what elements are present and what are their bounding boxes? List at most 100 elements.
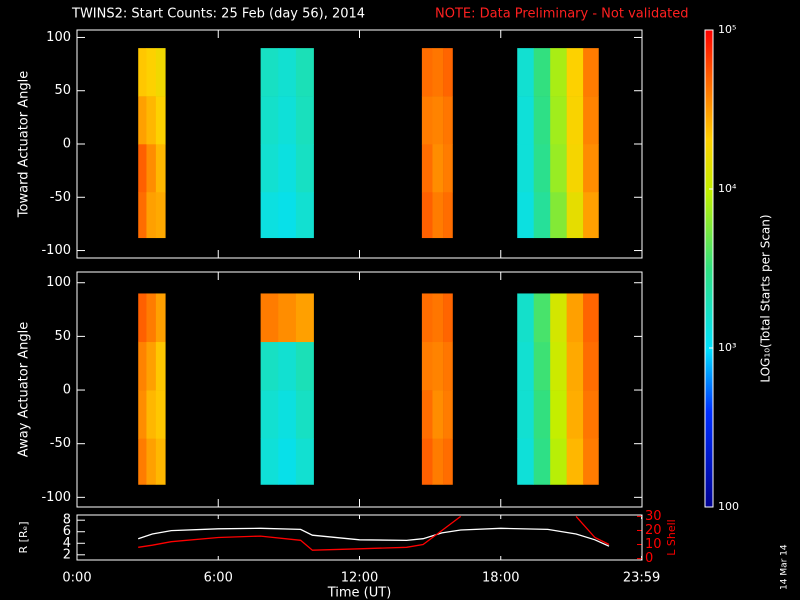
heat-cell	[550, 191, 567, 239]
y2-tick-label: 20	[645, 523, 662, 538]
colorbar	[704, 29, 714, 508]
y-axis-label: R [Rₑ]	[17, 522, 30, 554]
x-axis-label: Time (UT)	[327, 586, 392, 600]
heat-cell	[155, 144, 166, 193]
heat-cell	[432, 144, 444, 193]
colorbar-label: LOG₁₀(Total Starts per Scan)	[759, 214, 773, 382]
heat-cell	[260, 96, 279, 145]
heat-cell	[566, 341, 584, 391]
heat-cell	[517, 144, 535, 193]
heat-cell	[583, 48, 599, 97]
heat-cell	[260, 48, 279, 97]
heat-cell	[566, 96, 584, 145]
heat-cell	[421, 341, 433, 391]
heat-cell	[146, 48, 157, 97]
heat-cell	[432, 48, 444, 97]
heat-cell	[155, 293, 166, 343]
heat-cell	[583, 341, 599, 391]
x-tick-label: 18:00	[482, 571, 519, 586]
colorbar-tick-label: 10⁵	[718, 23, 736, 36]
heat-cell	[421, 48, 433, 97]
heat-cell	[295, 191, 314, 239]
heat-cell	[533, 191, 551, 239]
heat-cell	[155, 191, 166, 239]
heat-cell	[146, 144, 157, 193]
heat-cell	[260, 390, 279, 439]
y-tick-label: 8	[63, 513, 71, 528]
heat-cell	[517, 191, 535, 239]
heat-cell	[278, 438, 297, 485]
heat-cell	[517, 341, 535, 391]
heat-cell	[138, 96, 147, 145]
heat-cell	[432, 390, 444, 439]
y-tick-label: 50	[54, 83, 71, 98]
y-tick-label: -100	[41, 243, 71, 258]
heat-cell	[550, 96, 567, 145]
date-stamp: 14 Mar 14	[780, 544, 790, 590]
heat-cell	[421, 293, 433, 343]
note: NOTE: Data Preliminary - Not validated	[435, 7, 689, 22]
heat-cell	[550, 390, 567, 439]
heat-cell	[138, 48, 147, 97]
heat-cell	[550, 293, 567, 343]
y-tick-label: -50	[50, 436, 71, 451]
heat-cell	[443, 96, 453, 145]
line-1	[138, 515, 610, 551]
heat-cell	[517, 390, 535, 439]
heat-cell	[155, 390, 166, 439]
heat-cell	[533, 438, 551, 485]
heat-cell	[566, 144, 584, 193]
heat-cell	[432, 191, 444, 239]
heat-cell	[432, 96, 444, 145]
y-tick-label: -100	[41, 490, 71, 505]
colorbar-tick-label: 10³	[718, 341, 736, 354]
heat-cell	[421, 96, 433, 145]
chart-title: TWINS2: Start Counts: 25 Feb (day 56), 2…	[71, 7, 365, 22]
heat-cell	[443, 390, 453, 439]
colorbar-tick-label: 10⁴	[718, 182, 737, 195]
heat-cell	[138, 293, 147, 343]
y2-tick-label: 10	[645, 537, 662, 552]
heat-cell	[295, 438, 314, 485]
heat-cell	[583, 293, 599, 343]
heat-cell	[583, 96, 599, 145]
heat-cell	[533, 293, 551, 343]
heat-cell	[583, 191, 599, 239]
heat-cell	[432, 341, 444, 391]
heat-cell	[138, 341, 147, 391]
heat-cell	[295, 293, 314, 343]
plot-frame	[76, 29, 643, 259]
heat-cell	[146, 438, 157, 485]
y-axis-label: Toward Actuator Angle	[17, 71, 32, 218]
heat-cell	[421, 144, 433, 193]
heat-cell	[146, 390, 157, 439]
x-tick-label: 23:59	[623, 571, 660, 586]
heat-cell	[146, 96, 157, 145]
x-tick-label: 0:00	[62, 571, 91, 586]
heat-cell	[155, 96, 166, 145]
heat-cell	[517, 96, 535, 145]
heat-cell	[550, 438, 567, 485]
heat-cell	[278, 390, 297, 439]
heat-cell	[533, 390, 551, 439]
heat-cell	[295, 96, 314, 145]
heat-cell	[146, 191, 157, 239]
heat-cell	[278, 144, 297, 193]
heat-cell	[138, 390, 147, 439]
heat-cell	[278, 293, 297, 343]
heat-cell	[278, 96, 297, 145]
heat-cell	[443, 191, 453, 239]
heat-cell	[517, 48, 535, 97]
heat-cell	[146, 293, 157, 343]
line-0	[137, 527, 610, 547]
y-tick-label: 6	[63, 524, 71, 539]
heat-cell	[583, 390, 599, 439]
heat-cell	[260, 293, 279, 343]
heat-cell	[550, 48, 567, 97]
heat-cell	[432, 438, 444, 485]
heat-cell	[443, 48, 453, 97]
y2-tick-label: 30	[645, 509, 662, 524]
heat-cell	[533, 48, 551, 97]
heat-cell	[155, 48, 166, 97]
